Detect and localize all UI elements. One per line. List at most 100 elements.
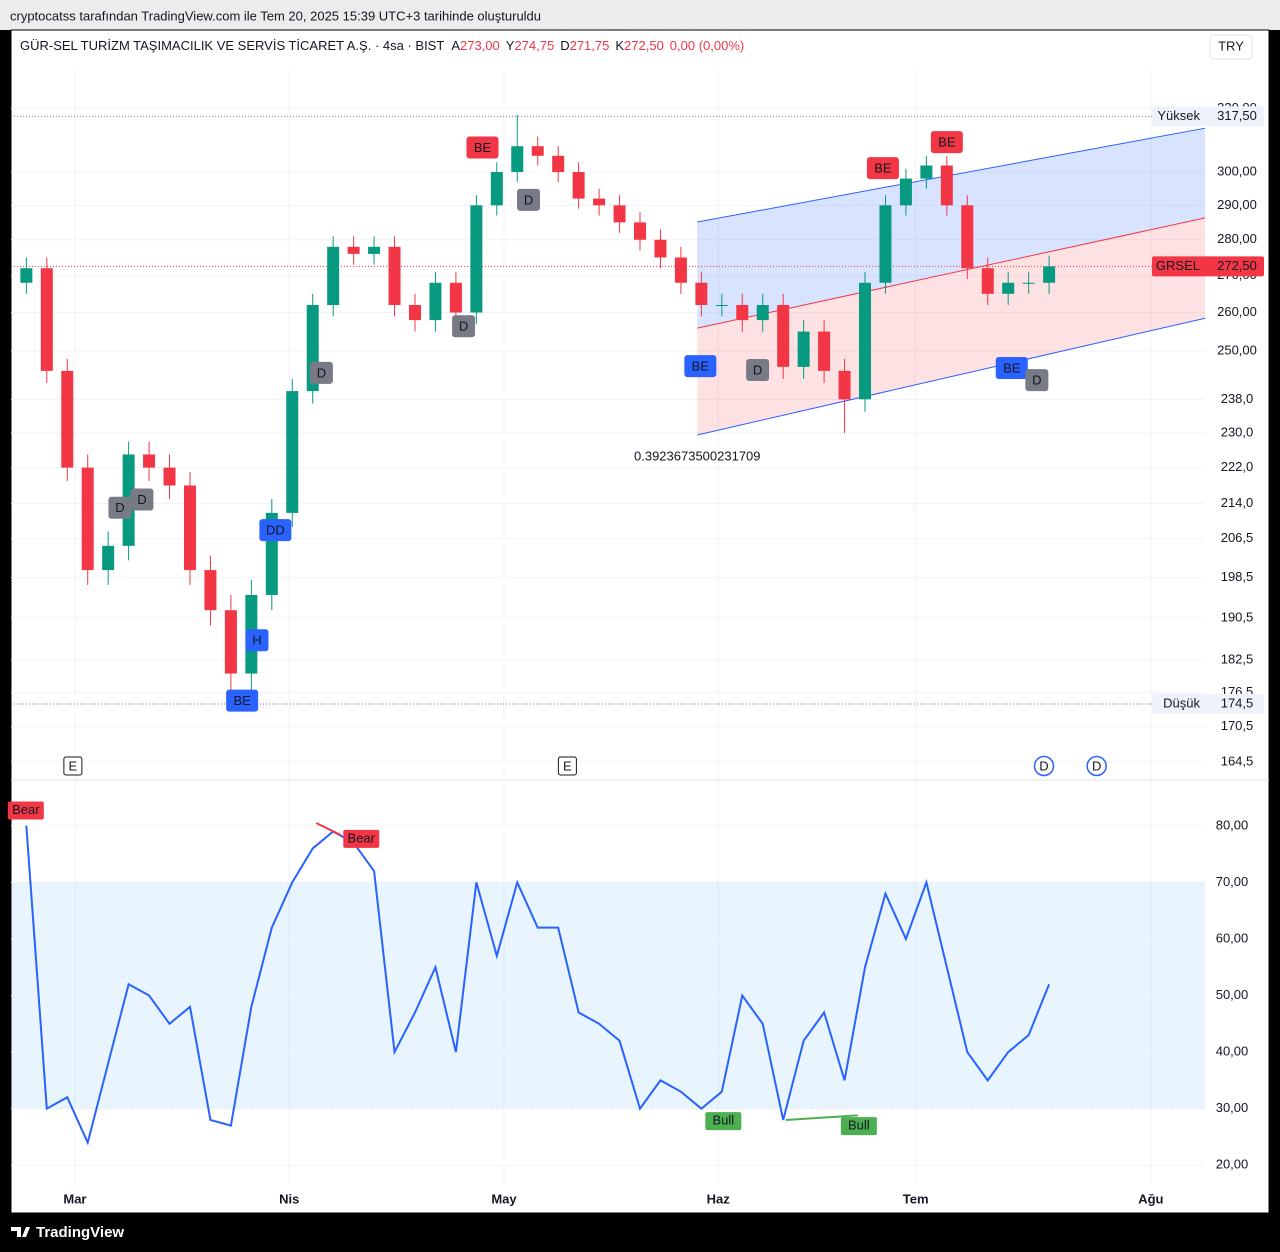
- signal-marker: [866, 157, 899, 180]
- signal-label: D: [137, 492, 146, 507]
- candle-body: [531, 146, 544, 156]
- divergence-label: Bear: [348, 830, 376, 845]
- candle-body: [961, 205, 974, 269]
- channel-label: 0.3923673500231709: [634, 448, 761, 463]
- ohlc-name: A: [451, 38, 460, 53]
- change: 0,00 (0,00%): [670, 38, 744, 53]
- price-label-value: 174,5: [1221, 695, 1254, 710]
- price-label-name: Düşük: [1163, 695, 1200, 710]
- divergence-label-box: [705, 1112, 742, 1131]
- divergence-label-box: [343, 829, 380, 848]
- y-tick-label: 30,00: [1216, 1100, 1249, 1115]
- signal-marker: [245, 629, 269, 652]
- candle-body: [1043, 266, 1056, 283]
- candle-body: [470, 205, 483, 313]
- event-icon: [63, 756, 83, 776]
- y-tick-label: 80,00: [1216, 817, 1249, 832]
- candle-body: [981, 268, 994, 294]
- candle-body: [572, 172, 585, 199]
- candle-body: [408, 304, 421, 321]
- candle-body: [552, 155, 565, 173]
- ohlc-name: D: [560, 38, 569, 53]
- candle-body: [102, 545, 115, 571]
- candle-body: [879, 205, 892, 283]
- x-tick-label: Mar: [63, 1191, 86, 1206]
- candle-body: [286, 391, 299, 513]
- signal-label: D: [524, 192, 533, 207]
- candle-body: [490, 172, 503, 206]
- candle-body: [327, 246, 340, 305]
- rsi-line: [25, 825, 1051, 1146]
- divergence-line: [315, 822, 341, 836]
- candle-body: [654, 239, 667, 258]
- price-label-box: [1152, 256, 1264, 277]
- candle-body: [859, 282, 872, 400]
- candle-body: [736, 304, 749, 321]
- candle-body: [40, 268, 53, 371]
- candle-body: [940, 165, 953, 206]
- channel-upper-fill: [697, 128, 1206, 329]
- currency: TRY: [1218, 38, 1244, 53]
- signal-label: BE: [1003, 360, 1021, 375]
- signal-label: D: [459, 319, 468, 334]
- event-icon: [1033, 755, 1055, 777]
- divergence-label-box: [840, 1117, 877, 1136]
- y-tick-label: 164,5: [1221, 753, 1254, 768]
- ohlc-value: 272,50: [624, 38, 664, 53]
- signal-marker: [259, 519, 292, 542]
- ohlc-value: 274,75: [514, 38, 554, 53]
- candle-body: [347, 246, 360, 254]
- signal-marker: [746, 359, 770, 382]
- y-tick-label: 20,00: [1216, 1157, 1249, 1172]
- y-tick-label: 70,00: [1216, 874, 1249, 889]
- top-bar: [0, 0, 1280, 30]
- signal-marker: [226, 689, 259, 712]
- y-tick-label: 222,0: [1221, 459, 1254, 474]
- candle-body: [899, 178, 912, 206]
- y-tick-label: 206,5: [1221, 530, 1254, 545]
- signal-marker: [995, 357, 1028, 380]
- candle-body: [695, 282, 708, 305]
- candle-body: [429, 282, 442, 321]
- currency-box[interactable]: [1209, 34, 1253, 60]
- ohlc-name: K: [615, 38, 624, 53]
- candle-body: [1002, 282, 1015, 294]
- x-tick-label: Haz: [707, 1191, 731, 1206]
- signal-label: D: [317, 365, 326, 380]
- candle-body: [183, 485, 196, 571]
- ohlc-value: 271,75: [570, 38, 610, 53]
- candle-body: [20, 268, 33, 283]
- signal-marker: [108, 496, 132, 519]
- credit: cryptocatss tarafından TradingView.com i…: [10, 8, 541, 23]
- signal-marker: [684, 355, 717, 378]
- y-tick-label: 300,00: [1217, 163, 1257, 178]
- signal-marker: [452, 315, 476, 338]
- signal-marker: [309, 361, 333, 384]
- signal-label: BE: [692, 359, 710, 374]
- y-tick-label: 60,00: [1216, 930, 1249, 945]
- price-label-name: Yüksek: [1157, 108, 1200, 123]
- event-label: E: [563, 758, 572, 773]
- divergence-label: Bull: [712, 1113, 734, 1128]
- signal-label: D: [1032, 373, 1041, 388]
- divergence-label: Bear: [12, 802, 40, 817]
- candle-body: [838, 370, 851, 400]
- candle-body: [613, 205, 626, 223]
- candle-body: [388, 246, 401, 305]
- candle-body: [797, 331, 810, 367]
- price-label-value: 272,50: [1217, 258, 1257, 273]
- symbol-title: GÜR-SEL TURİZM TAŞIMACILIK VE SERVİS TİC…: [20, 38, 444, 53]
- price-label-value: 317,50: [1217, 108, 1257, 123]
- brand: TradingView: [36, 1224, 124, 1241]
- signal-label: D: [115, 500, 124, 515]
- y-tick-label: 50,00: [1216, 987, 1249, 1002]
- candle-body: [818, 331, 831, 371]
- y-tick-label: 190,5: [1221, 609, 1254, 624]
- candle-body: [511, 146, 524, 173]
- signal-label: DD: [266, 523, 285, 538]
- divergence-label: Bull: [848, 1118, 870, 1133]
- signal-label: BE: [474, 140, 492, 155]
- signal-marker: [1025, 369, 1049, 392]
- ohlc-value: 273,00: [460, 38, 500, 53]
